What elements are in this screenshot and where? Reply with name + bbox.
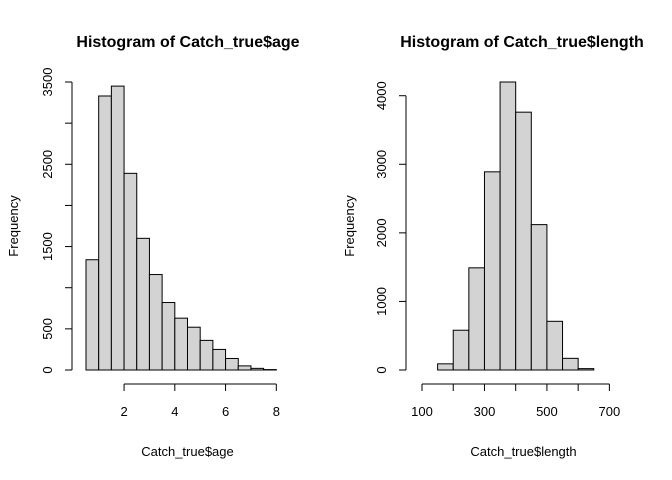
y-tick-label: 2500: [40, 150, 55, 179]
histogram-bar: [483, 171, 501, 371]
chart-title: Histogram of Catch_true$length: [400, 34, 644, 51]
x-tick-label: 500: [536, 404, 558, 419]
histogram-bar: [250, 367, 265, 371]
y-tick-label: 1000: [374, 287, 389, 316]
chart-title: Histogram of Catch_true$age: [76, 34, 299, 51]
histogram-bar: [468, 267, 485, 371]
histogram-bar: [161, 302, 176, 371]
histogram-bar: [148, 274, 163, 371]
x-tick-label: 4: [171, 404, 178, 419]
x-tick-label: 300: [474, 404, 496, 419]
y-axis-label: Frequency: [6, 195, 21, 257]
histogram-bar: [199, 339, 214, 371]
x-tick-label: 100: [411, 404, 433, 419]
histogram-bar: [212, 348, 227, 371]
x-axis-label: Catch_true$age: [141, 444, 234, 459]
x-tick-label: 700: [599, 404, 621, 419]
histogram-bar: [499, 81, 517, 371]
x-tick-label: 2: [120, 404, 127, 419]
histogram-bar: [237, 365, 252, 371]
y-tick-label: 0: [374, 366, 389, 373]
histogram-bar: [174, 317, 188, 371]
histogram-bar: [437, 363, 454, 371]
histogram-bar: [530, 224, 548, 371]
histogram-bar: [187, 326, 201, 371]
y-tick-label: 2000: [374, 218, 389, 247]
histogram-bar: [85, 259, 100, 371]
histogram-panel-1: 2 4 6 8 0 500 1500 2500 3500 Histogram of Catch_t…: [6, 34, 300, 459]
y-tick-label: 4000: [374, 81, 389, 110]
histogram-bar: [546, 320, 564, 371]
histogram-bar: [225, 357, 239, 371]
y-axis-label: Frequency: [342, 195, 357, 257]
x-tick-label: 6: [222, 404, 229, 419]
x-axis-label: Catch_true$length: [470, 444, 576, 459]
histogram-bar: [577, 368, 595, 371]
histogram-bar: [123, 172, 138, 371]
y-tick-label: 1500: [40, 232, 55, 261]
histogram-bar: [562, 357, 579, 371]
y-tick-label: 500: [40, 318, 55, 340]
histogram-bar: [452, 329, 470, 371]
y-tick-label: 3000: [374, 150, 389, 179]
histogram-bar: [515, 111, 532, 371]
x-tick-label: 8: [273, 404, 280, 419]
histogram-panel-2: 100 300 500 700 0 1000 2000 3000 4000 Histogram o…: [342, 34, 644, 459]
y-tick-label: 0: [40, 366, 55, 373]
histogram-bar: [136, 237, 150, 371]
y-tick-label: 3500: [40, 68, 55, 97]
histogram-bar: [110, 85, 125, 371]
histogram-bar: [98, 95, 112, 371]
